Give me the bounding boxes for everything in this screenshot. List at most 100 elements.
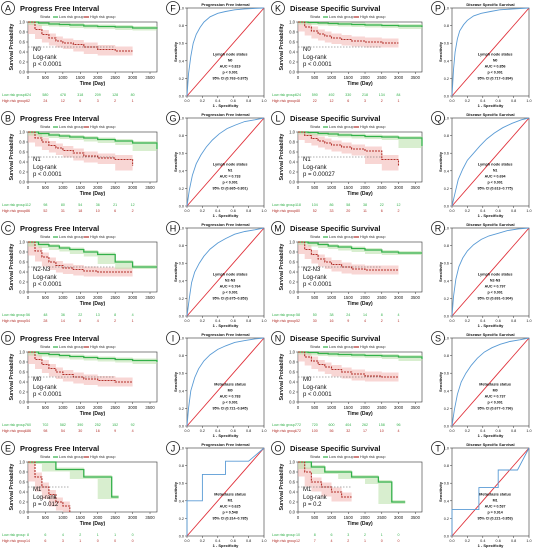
y-axis-label: Sensitivity bbox=[438, 41, 443, 62]
risk-count-high: 0 bbox=[132, 539, 134, 543]
risk-count-high: 100 bbox=[312, 429, 318, 433]
legend-strata-label: Strata bbox=[40, 125, 51, 129]
y-tick-label: 0.0 bbox=[444, 535, 449, 539]
low-risk-ci-band bbox=[28, 462, 119, 499]
y-tick-label: 1.0 bbox=[179, 447, 184, 451]
y-tick-label: 0.0 bbox=[444, 95, 449, 99]
auc-value: AUC = 0.737 bbox=[485, 395, 506, 399]
y-tick-label: 0.0 bbox=[19, 70, 25, 75]
x-tick-label: 0.0 bbox=[184, 429, 189, 433]
y-tick-label: 0.4 bbox=[179, 499, 184, 503]
risk-count-high: 6 bbox=[114, 209, 116, 213]
y-axis-label: Sensitivity bbox=[438, 151, 443, 172]
panel-letter-circle bbox=[271, 331, 285, 345]
roc-curve bbox=[186, 337, 265, 427]
status-label: Metastasis status bbox=[214, 493, 246, 497]
risk-label-low: Low risk group bbox=[272, 203, 295, 207]
risk-count-high: 56 bbox=[330, 429, 334, 433]
panel-letter: M bbox=[274, 224, 282, 234]
y-tick-label: 0.6 bbox=[19, 480, 25, 485]
risk-count-low: 8 bbox=[314, 533, 316, 537]
y-axis-label: Sensitivity bbox=[438, 371, 443, 392]
y-tick-label: 0.2 bbox=[444, 77, 449, 81]
risk-count-high: 2 bbox=[114, 99, 116, 103]
risk-count-low: 96 bbox=[397, 423, 401, 427]
y-tick-label: 0.2 bbox=[19, 500, 25, 505]
y-tick-label: 0.4 bbox=[19, 50, 25, 55]
x-tick-label: 0 bbox=[27, 295, 30, 300]
panel-e: E Progress Free Interval Strata Low risk gr… bbox=[1, 441, 158, 543]
y-tick-label: 1.0 bbox=[179, 7, 184, 11]
roc-curve bbox=[451, 447, 530, 536]
risk-label-high: High risk group bbox=[2, 429, 26, 433]
risk-count-low: 56 bbox=[26, 313, 30, 317]
status-label: Metastasis status bbox=[479, 493, 511, 497]
risk-count-low: 492 bbox=[329, 93, 335, 97]
y-tick-label: 1.0 bbox=[444, 337, 449, 341]
x-tick-label: 0.0 bbox=[449, 429, 454, 433]
y-axis-label: Sensitivity bbox=[173, 151, 178, 172]
panel-title: Disease Specific Survival bbox=[466, 332, 514, 337]
x-tick-label: 0.8 bbox=[246, 319, 251, 323]
risk-count-high: 4 bbox=[97, 319, 99, 323]
panel-n: N Disease Specific Survival Strata Low risk… bbox=[271, 331, 423, 433]
reference-diagonal bbox=[186, 227, 265, 317]
x-tick-label: 0.4 bbox=[215, 319, 220, 323]
y-tick-label: 0.6 bbox=[444, 42, 449, 46]
risk-count-high: 2 bbox=[114, 319, 116, 323]
y-tick-label: 0.2 bbox=[179, 407, 184, 411]
risk-count-low: 80 bbox=[61, 203, 65, 207]
y-tick-label: 0.6 bbox=[444, 482, 449, 486]
x-tick-label: 500 bbox=[311, 295, 319, 300]
y-tick-label: 1.0 bbox=[19, 130, 25, 135]
roc-curve bbox=[451, 337, 530, 427]
x-axis-label: Time (Day) bbox=[347, 191, 373, 197]
y-tick-label: 0.4 bbox=[444, 499, 449, 503]
ci-value: 95% CI (0.721–0.845) bbox=[213, 407, 249, 411]
risk-count-low: 772 bbox=[295, 423, 301, 427]
risk-count-high: 1 bbox=[398, 319, 400, 323]
y-tick-label: 0.2 bbox=[444, 297, 449, 301]
panel-d: D Progress Free Interval Strata Low risk gr… bbox=[1, 331, 158, 433]
risk-count-high: 4 bbox=[364, 319, 366, 323]
km-legend: Strata Low risk group High risk group bbox=[310, 345, 386, 349]
reference-diagonal bbox=[451, 7, 530, 97]
x-tick-label: 2500 bbox=[377, 185, 387, 190]
y-tick-label: 1.0 bbox=[19, 240, 25, 245]
x-tick-label: 1.0 bbox=[526, 209, 531, 213]
legend-strata-label: Strata bbox=[310, 235, 321, 239]
risk-count-high: 3 bbox=[364, 99, 366, 103]
p-value: p = 0.012 bbox=[33, 502, 59, 508]
y-tick-label: 0.2 bbox=[179, 187, 184, 191]
x-axis-label: 1 - Specificity bbox=[213, 543, 240, 548]
risk-count-low: 14 bbox=[363, 313, 367, 317]
x-tick-label: 3000 bbox=[128, 185, 138, 190]
y-tick-label: 0.4 bbox=[179, 169, 184, 173]
group-label: M0 bbox=[228, 389, 233, 393]
x-tick-label: 1500 bbox=[344, 295, 354, 300]
x-tick-label: 1500 bbox=[344, 515, 354, 520]
y-tick-label: 0.8 bbox=[19, 140, 25, 145]
auc-value: AUC = 0.694 bbox=[485, 175, 506, 179]
x-tick-label: 1.0 bbox=[526, 539, 531, 543]
y-tick-label: 0.0 bbox=[289, 510, 295, 515]
risk-label-low: Low risk group bbox=[2, 313, 25, 317]
panel-letter: G bbox=[169, 114, 176, 124]
panel-letter-circle bbox=[166, 111, 180, 125]
x-tick-label: 1000 bbox=[327, 515, 337, 520]
risk-count-high: 1 bbox=[132, 99, 134, 103]
legend-high-label: High risk group bbox=[90, 125, 116, 129]
legend-high-label: High risk group bbox=[360, 455, 386, 459]
auc-value: AUC = 0.856 bbox=[485, 65, 506, 69]
low-risk-curve bbox=[298, 461, 406, 503]
risk-count-high: 1 bbox=[132, 319, 134, 323]
y-tick-label: 0.6 bbox=[19, 370, 25, 375]
y-tick-label: 0.2 bbox=[444, 187, 449, 191]
risk-count-low: 118 bbox=[295, 203, 301, 207]
high-risk-curve bbox=[28, 131, 134, 166]
x-tick-label: 500 bbox=[311, 405, 319, 410]
x-tick-label: 0.6 bbox=[496, 539, 501, 543]
panel-title: Progress Free Interval bbox=[20, 114, 99, 123]
high-risk-curve bbox=[28, 461, 71, 512]
panel-letter-circle bbox=[431, 111, 445, 125]
